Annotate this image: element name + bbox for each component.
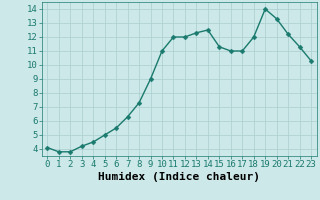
X-axis label: Humidex (Indice chaleur): Humidex (Indice chaleur) (98, 172, 260, 182)
